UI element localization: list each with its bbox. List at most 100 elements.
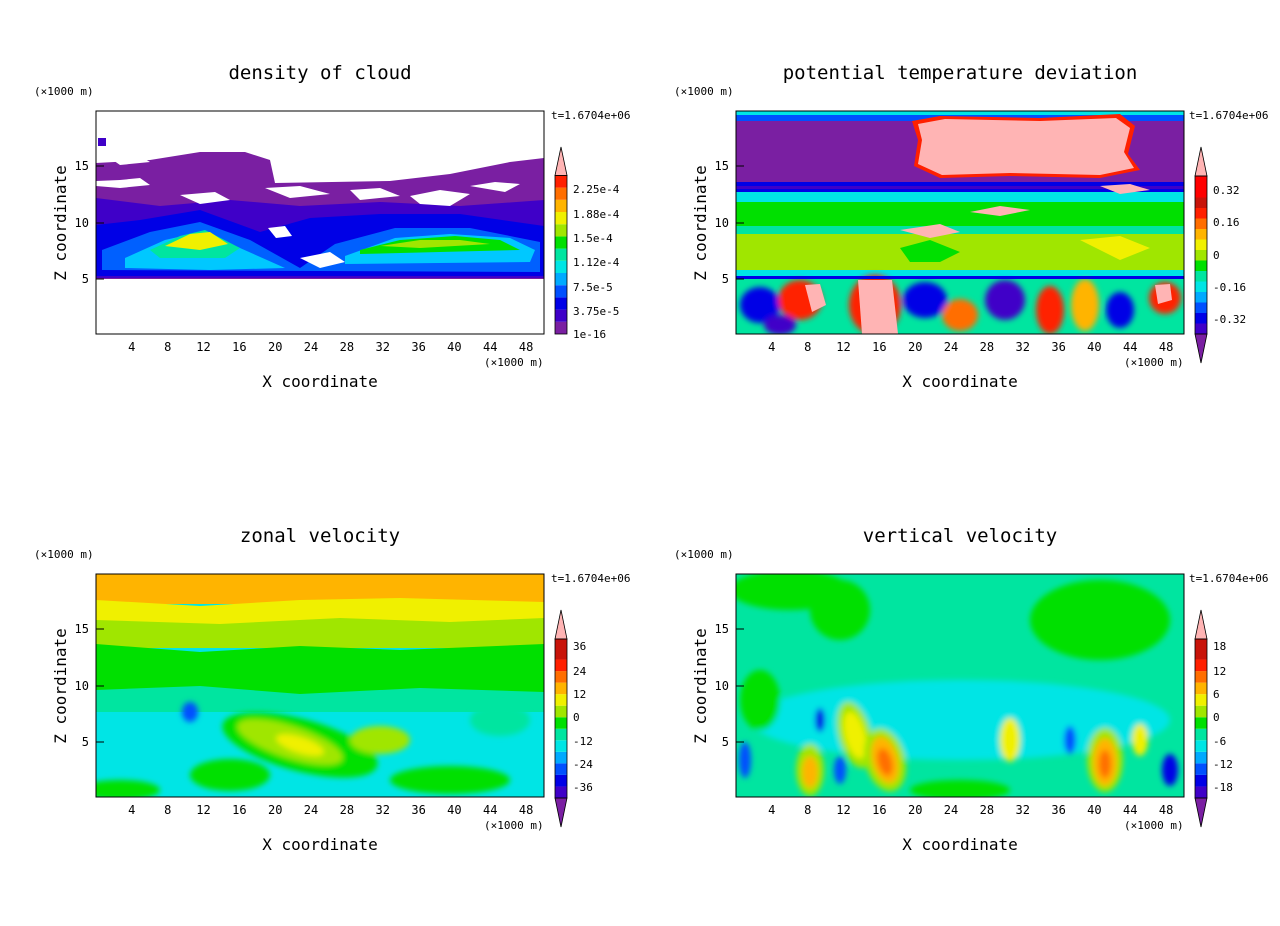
y-ticks: 15 10 5	[715, 159, 744, 286]
colorbar-band	[1195, 218, 1207, 229]
colorbar-band	[1195, 260, 1207, 271]
colorbar-band	[1195, 751, 1207, 764]
colorbar-band	[1195, 197, 1207, 208]
colorbar-arrow-bottom	[554, 797, 568, 828]
x-tick-label: 20	[268, 803, 282, 817]
x-ticks: 4 8 12 16 20 24 28 32 36 40 44 48	[768, 340, 1173, 354]
x-tick-label: 28	[340, 340, 354, 354]
y-tick-label: 10	[75, 679, 89, 693]
y-tick-label: 5	[722, 272, 729, 286]
x-ticks: 4 8 12 16 20 24 28 32 36 40 44 48	[128, 803, 533, 817]
panel-potential-temperature-deviation: potential temperature deviation (×1000 m…	[674, 62, 1268, 391]
time-label: t=1.6704e+06	[1189, 572, 1268, 585]
x-tick-label: 4	[128, 803, 135, 817]
colorbar-frame	[1194, 638, 1208, 799]
colorbar-band	[555, 260, 567, 273]
x-tick-label: 24	[944, 803, 958, 817]
x-tick-label: 32	[375, 803, 389, 817]
x-tick-label: 24	[944, 340, 958, 354]
x-tick-label: 24	[304, 803, 318, 817]
y-tick-label: 5	[82, 272, 89, 286]
x-axis-label: X coordinate	[262, 372, 378, 391]
colorbar-label: -6	[1213, 735, 1226, 748]
time-label: t=1.6704e+06	[1189, 109, 1268, 122]
colorbar-band	[1195, 229, 1207, 240]
x-tick-label: 44	[1123, 803, 1137, 817]
x-tick-label: 28	[340, 803, 354, 817]
x-tick-label: 32	[375, 340, 389, 354]
panel-zonal-velocity: zonal velocity (×1000 m) t=1.6704e+06	[34, 525, 630, 854]
colorbar-label: 2.25e-4	[573, 183, 620, 196]
colorbar-band	[1195, 208, 1207, 219]
colorbar-label: 24	[573, 665, 587, 678]
plot-field	[736, 111, 1184, 334]
colorbar-arrow-bottom	[1194, 797, 1208, 828]
colorbar-label: 1.88e-4	[573, 208, 620, 221]
colorbar-frame	[1194, 175, 1208, 335]
colorbar: 0.32 0.16 0 -0.16 -0.32	[1194, 146, 1246, 364]
colorbar-band	[1195, 281, 1207, 292]
colorbar-label: 1.12e-4	[573, 256, 620, 269]
colorbar-arrow-bottom	[1194, 333, 1208, 364]
colorbar-label: -18	[1213, 781, 1233, 794]
colorbar-band	[555, 694, 567, 706]
x-tick-label: 40	[1087, 340, 1101, 354]
colorbar-band	[1195, 774, 1207, 787]
colorbar-band	[555, 212, 567, 225]
plot-field	[736, 574, 1184, 797]
colorbar-arrow-top	[554, 146, 568, 176]
x-tick-label: 4	[128, 340, 135, 354]
colorbar-band	[555, 248, 567, 261]
colorbar-band	[1195, 694, 1207, 706]
x-tick-label: 48	[1159, 340, 1173, 354]
colorbar-band	[555, 309, 567, 322]
colorbar: 36 24 12 0 -12 -24 -36	[554, 609, 593, 828]
colorbar-band	[555, 740, 567, 752]
colorbar-band	[555, 786, 567, 798]
x-tick-label: 4	[768, 340, 775, 354]
y-axis-label: Z coordinate	[51, 628, 70, 744]
x-tick-label: 32	[1015, 803, 1029, 817]
x-tick-label: 48	[519, 803, 533, 817]
colorbar-band	[555, 763, 567, 775]
colorbar-label: 6	[1213, 688, 1220, 701]
x-unit-label: (×1000 m)	[1124, 819, 1184, 832]
y-axis-label: Z coordinate	[51, 165, 70, 281]
colorbar-band	[1195, 728, 1207, 741]
x-axis-label: X coordinate	[262, 835, 378, 854]
colorbar-arrow-top	[554, 609, 568, 640]
colorbar-label: 0	[1213, 711, 1220, 724]
colorbar-band	[1195, 250, 1207, 261]
y-tick-label: 15	[715, 159, 729, 173]
x-unit-label: (×1000 m)	[484, 819, 544, 832]
x-tick-label: 32	[1015, 340, 1029, 354]
colorbar-band	[1195, 682, 1207, 695]
colorbar-label: 0	[1213, 249, 1220, 262]
x-tick-label: 48	[1159, 803, 1173, 817]
colorbar-label: -24	[573, 758, 593, 771]
colorbar-band	[555, 273, 567, 286]
x-tick-label: 36	[411, 803, 425, 817]
x-tick-label: 16	[872, 340, 886, 354]
colorbar: 2.25e-4 1.88e-4 1.5e-4 1.12e-4 7.5e-5 3.…	[554, 146, 620, 341]
colorbar-band	[555, 199, 567, 212]
colorbar-band	[555, 285, 567, 298]
y-ticks: 15 10 5	[75, 159, 104, 286]
y-unit-label: (×1000 m)	[674, 548, 734, 561]
x-tick-label: 4	[768, 803, 775, 817]
y-tick-label: 5	[82, 735, 89, 749]
colorbar-label: 1e-16	[573, 328, 606, 341]
x-axis-label: X coordinate	[902, 372, 1018, 391]
panel-title: potential temperature deviation	[783, 62, 1138, 84]
colorbar-band	[1195, 740, 1207, 752]
x-tick-label: 44	[483, 340, 497, 354]
y-unit-label: (×1000 m)	[34, 548, 94, 561]
colorbar-label: -0.16	[1213, 281, 1246, 294]
colorbar: 18 12 6 0 -6 -12 -18	[1194, 609, 1233, 828]
x-tick-label: 20	[908, 340, 922, 354]
colorbar-frame	[554, 174, 568, 335]
colorbar-band	[1195, 239, 1207, 250]
y-tick-label: 15	[75, 622, 89, 636]
x-tick-label: 12	[196, 803, 210, 817]
